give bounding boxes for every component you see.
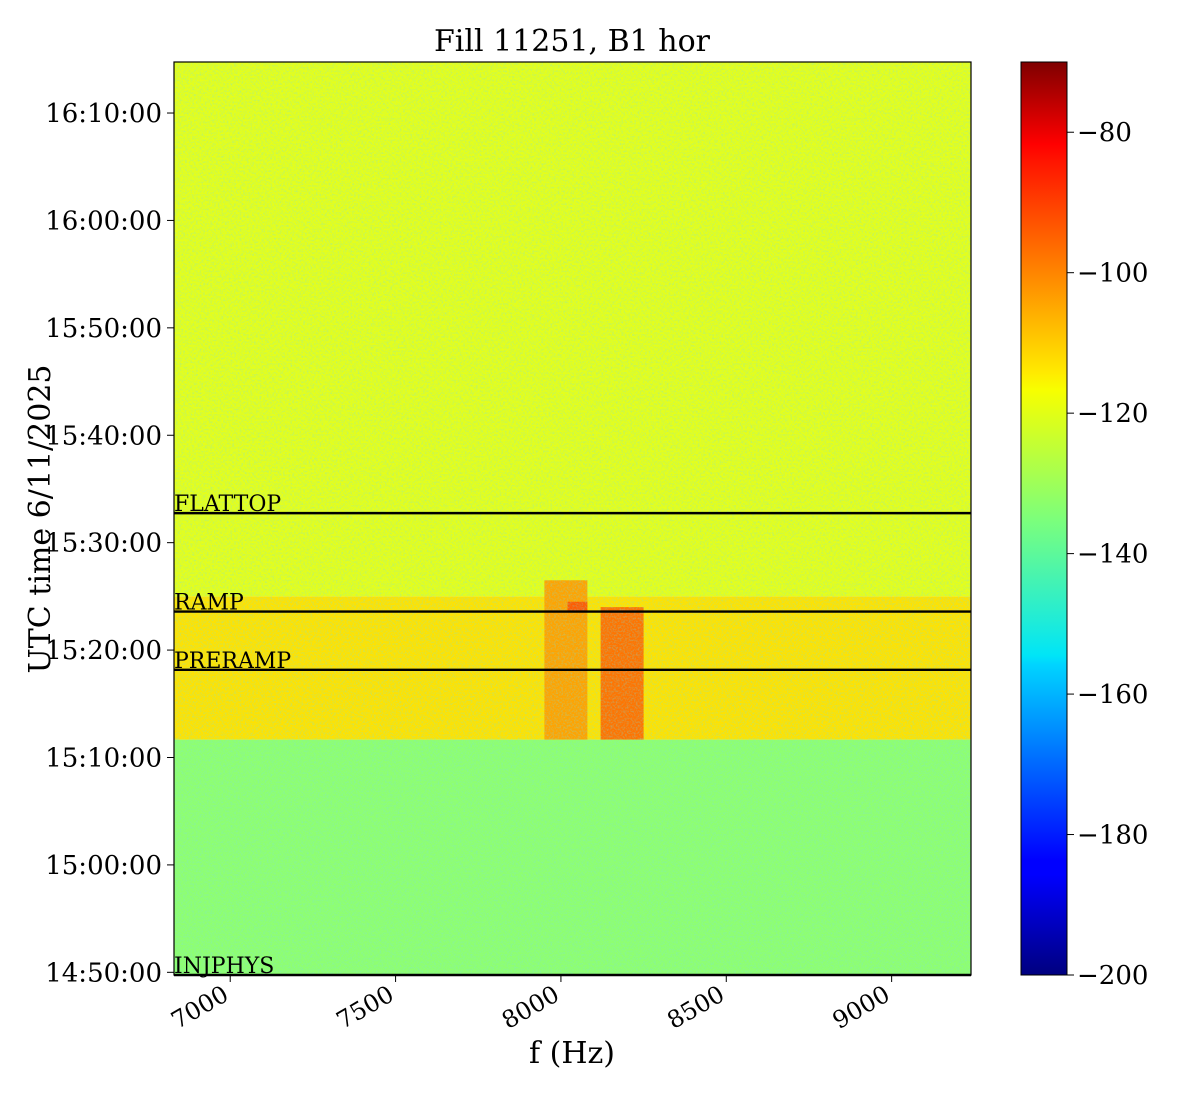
phase-annotations: FLATTOP RAMP PRERAMP INJPHYS bbox=[174, 492, 971, 979]
chart-title: Fill 11251, B1 hor bbox=[434, 24, 711, 59]
x-tick-label: 9000 bbox=[828, 980, 895, 1035]
x-tick-label: 7500 bbox=[332, 980, 399, 1035]
y-tick-label: 16:00:00 bbox=[45, 206, 162, 236]
x-tick-label: 8500 bbox=[662, 980, 729, 1035]
phase-label-preramp: PRERAMP bbox=[174, 649, 291, 674]
colorbar bbox=[1020, 61, 1068, 976]
x-axis-label: f (Hz) bbox=[529, 1036, 615, 1071]
colorbar-tick-label: −160 bbox=[1077, 680, 1148, 710]
y-tick-label: 15:10:00 bbox=[45, 743, 162, 773]
colorbar-tick-label: −100 bbox=[1077, 259, 1148, 289]
y-tick-label: 14:50:00 bbox=[45, 958, 162, 988]
y-tick-label: 15:50:00 bbox=[45, 314, 162, 344]
noise-texture bbox=[174, 62, 971, 975]
colorbar-tick-label: −200 bbox=[1077, 961, 1148, 991]
phase-label-flattop: FLATTOP bbox=[174, 492, 281, 517]
colorbar-tick-label: −80 bbox=[1077, 118, 1132, 148]
colorbar-tick-label: −120 bbox=[1077, 399, 1148, 429]
y-tick-label: 15:40:00 bbox=[45, 421, 162, 451]
y-tick-label: 15:20:00 bbox=[45, 636, 162, 666]
y-tick-label: 15:30:00 bbox=[45, 529, 162, 559]
colorbar-tick-label: −140 bbox=[1077, 540, 1148, 570]
y-axis: 14:50:00 15:00:00 15:10:00 15:20:00 15:30:00… bbox=[45, 99, 174, 988]
y-tick-label: 16:10:00 bbox=[45, 99, 162, 129]
x-tick-label: 8000 bbox=[497, 980, 564, 1035]
phase-label-injphys: INJPHYS bbox=[174, 954, 274, 979]
y-axis-label: UTC time 6/11/2025 bbox=[23, 365, 58, 674]
y-tick-label: 15:00:00 bbox=[45, 851, 162, 881]
colorbar-tick-label: −180 bbox=[1077, 821, 1148, 851]
heatmap-area bbox=[174, 62, 971, 975]
colorbar-axis: −80 −100 −120 −140 −160 −180 −200 bbox=[1067, 118, 1148, 991]
x-tick-label: 7000 bbox=[166, 980, 233, 1035]
phase-label-ramp: RAMP bbox=[174, 591, 244, 616]
x-axis: 7000 7500 8000 8500 9000 bbox=[166, 975, 895, 1035]
